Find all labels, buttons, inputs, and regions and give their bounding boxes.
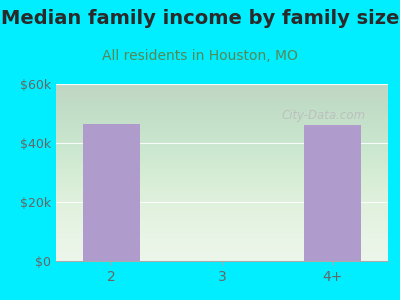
Bar (82, 124, 140, 261)
Text: City-Data.com: City-Data.com (282, 110, 366, 122)
Bar (304, 125, 362, 261)
Text: All residents in Houston, MO: All residents in Houston, MO (102, 50, 298, 64)
Text: Median family income by family size: Median family income by family size (1, 9, 399, 28)
